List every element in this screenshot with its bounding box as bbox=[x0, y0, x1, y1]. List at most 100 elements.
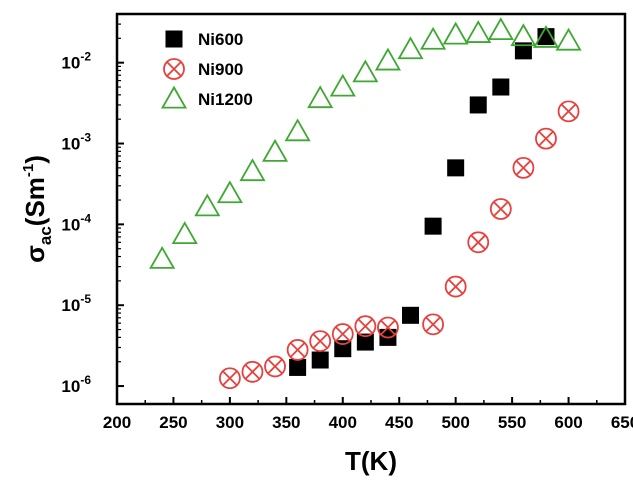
legend-box bbox=[132, 20, 292, 120]
circle-x-marker bbox=[512, 156, 535, 179]
triangle-marker bbox=[397, 36, 424, 60]
circle-marker-cross bbox=[515, 160, 532, 176]
square-marker bbox=[447, 159, 465, 177]
square-marker bbox=[402, 306, 420, 324]
square-marker bbox=[514, 42, 532, 60]
triangle-marker bbox=[352, 59, 379, 83]
legend: Ni600 Ni900 Ni1200 bbox=[132, 20, 292, 120]
circle-marker-ring bbox=[422, 313, 444, 336]
series-ni1200 bbox=[149, 17, 582, 269]
y-tick-label: 10-6 bbox=[61, 373, 91, 396]
x-tick-label: 600 bbox=[554, 413, 582, 432]
square-marker bbox=[424, 217, 442, 235]
circle-x-marker bbox=[241, 360, 264, 383]
triangle-marker bbox=[261, 138, 289, 162]
circle-marker-cross bbox=[357, 318, 373, 334]
y-tick-label: 10-5 bbox=[61, 292, 91, 315]
circle-marker-cross bbox=[560, 103, 577, 119]
y-axis-title-close: ) bbox=[20, 155, 50, 164]
circle-marker-ring bbox=[264, 355, 286, 378]
y-axis-title-subscript: ac bbox=[36, 226, 55, 245]
triangle-marker bbox=[555, 27, 582, 51]
x-tick-label: 300 bbox=[216, 413, 244, 432]
x-axis-title: T(K) bbox=[345, 446, 397, 476]
triangle-marker bbox=[465, 20, 492, 43]
circle-marker-ring bbox=[444, 275, 467, 298]
circle-marker-ring bbox=[535, 127, 557, 150]
triangle-marker bbox=[160, 85, 188, 109]
legend-entry: Ni1200 bbox=[160, 85, 253, 109]
circle-x-marker bbox=[467, 231, 490, 254]
x-tick-label: 500 bbox=[441, 413, 469, 432]
circle-marker-ring bbox=[557, 100, 580, 123]
circle-x-marker bbox=[557, 100, 580, 123]
circle-marker-cross bbox=[222, 370, 238, 386]
circle-marker-ring bbox=[163, 58, 185, 80]
circle-marker-cross bbox=[470, 234, 486, 250]
triangle-marker bbox=[374, 47, 401, 71]
circle-marker-ring bbox=[218, 367, 241, 390]
square-marker bbox=[469, 96, 487, 114]
circle-marker-ring bbox=[512, 156, 535, 179]
square-marker bbox=[311, 351, 329, 369]
series-ni900 bbox=[218, 100, 580, 390]
x-tick-label: 350 bbox=[272, 413, 300, 432]
x-tick-label: 650 bbox=[611, 413, 633, 432]
y-tick-label: 10-3 bbox=[61, 131, 91, 154]
circle-x-marker bbox=[489, 198, 512, 220]
x-tick-label: 250 bbox=[159, 413, 187, 432]
triangle-marker bbox=[149, 245, 176, 269]
circle-marker-ring bbox=[309, 330, 332, 352]
y-axis-title: σac(Sm-1) bbox=[20, 155, 55, 263]
triangle-marker bbox=[329, 73, 356, 97]
legend-label: Ni600 bbox=[198, 30, 243, 49]
circle-marker-cross bbox=[267, 358, 283, 375]
circle-x-marker bbox=[422, 313, 444, 336]
y-tick-label: 10-4 bbox=[61, 211, 91, 234]
triangle-marker bbox=[442, 21, 469, 45]
square-marker bbox=[165, 30, 183, 48]
triangle-marker bbox=[239, 158, 266, 182]
circle-marker-ring bbox=[286, 339, 309, 361]
circle-marker-cross bbox=[244, 364, 261, 380]
circle-marker-cross bbox=[335, 326, 351, 342]
x-tick-label: 550 bbox=[498, 413, 526, 432]
circle-marker-ring bbox=[241, 360, 264, 383]
circle-x-marker bbox=[377, 316, 399, 339]
y-axis-title-unit: (Sm bbox=[20, 177, 50, 226]
circle-marker-ring bbox=[377, 316, 399, 339]
x-tick-label: 200 bbox=[103, 413, 131, 432]
data-marks bbox=[149, 17, 582, 390]
x-tick-label: 400 bbox=[329, 413, 357, 432]
y-tick-label: 10-2 bbox=[61, 50, 91, 73]
circle-marker-cross bbox=[289, 342, 306, 358]
triangle-marker bbox=[420, 26, 447, 50]
circle-marker-ring bbox=[467, 231, 490, 254]
square-marker bbox=[492, 78, 510, 96]
circle-marker-cross bbox=[538, 130, 554, 147]
legend-label: Ni1200 bbox=[198, 90, 253, 109]
circle-x-marker bbox=[354, 315, 377, 338]
square-marker bbox=[334, 340, 352, 358]
circle-marker-cross bbox=[448, 278, 464, 295]
legend-label: Ni900 bbox=[198, 60, 243, 79]
axes: 200 250 300 350 400 450 500 550 600 650 10-6 10-5 10… bbox=[61, 23, 633, 432]
triangle-marker bbox=[216, 180, 243, 204]
square-marker bbox=[289, 358, 307, 376]
legend-entry: Ni600 bbox=[165, 30, 243, 49]
circle-x-marker bbox=[309, 330, 332, 352]
triangle-marker bbox=[171, 221, 198, 244]
y-axis-title-exponent: -1 bbox=[20, 164, 37, 177]
circle-marker-ring bbox=[354, 315, 377, 338]
circle-x-marker bbox=[331, 323, 354, 345]
circle-marker-cross bbox=[380, 319, 396, 336]
circle-marker-ring bbox=[331, 323, 354, 345]
circle-x-marker bbox=[444, 275, 467, 298]
circle-marker-cross bbox=[425, 316, 441, 332]
square-marker bbox=[537, 28, 555, 46]
triangle-marker bbox=[510, 23, 537, 47]
circle-x-marker bbox=[286, 339, 309, 361]
circle-x-marker bbox=[218, 367, 241, 390]
triangle-marker bbox=[532, 25, 560, 48]
